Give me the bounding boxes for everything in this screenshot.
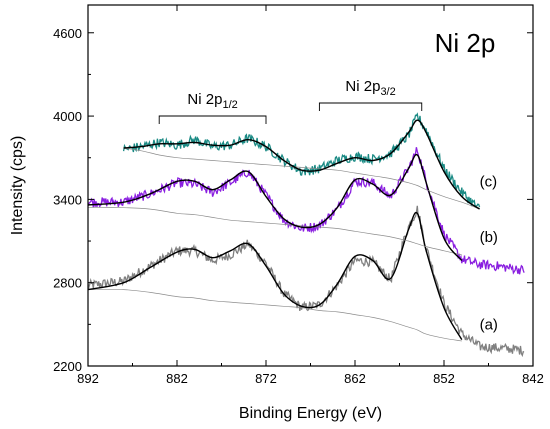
series-3-label: (c) xyxy=(480,173,498,190)
x-tick-label-3: 862 xyxy=(344,371,366,386)
series-3-data-line xyxy=(122,112,481,208)
x-tick-label-2: 872 xyxy=(255,371,277,386)
peak-label-2: Ni 2p3/2 xyxy=(345,78,395,98)
y-tick-label-0: 2200 xyxy=(53,359,82,374)
series-layer xyxy=(88,112,525,358)
annotation-layer: (a) (b) (c) Ni 2p1/2 Ni 2p3/2 xyxy=(158,78,498,333)
x-tick-label-4: 852 xyxy=(433,371,455,386)
ticks-layer: 892 882 872 862 852 842 2200 2800 3400 4000 4600 xyxy=(53,5,544,386)
y-tick-label-4: 4600 xyxy=(53,26,82,41)
series-3-fit-line xyxy=(123,119,481,210)
series-2-background-line xyxy=(88,207,462,256)
x-axis-title: Binding Energy (eV) xyxy=(239,405,382,422)
peak-annotation-1: Ni 2p1/2 xyxy=(158,91,267,124)
x-tick-label-5: 842 xyxy=(522,371,544,386)
series-1 xyxy=(88,205,525,358)
plot-frame xyxy=(87,4,534,367)
peak-label-1: Ni 2p1/2 xyxy=(187,91,237,111)
peak-bracket-1 xyxy=(158,115,267,124)
peak-annotation-2: Ni 2p3/2 xyxy=(318,78,423,111)
x-tick-label-0: 892 xyxy=(77,371,99,386)
series-2-fit-line xyxy=(88,153,463,261)
y-tick-label-2: 3400 xyxy=(53,192,82,207)
series-1-fit-line xyxy=(88,211,463,340)
peak-bracket-2 xyxy=(318,102,423,111)
y-axis-title: Intensity (cps) xyxy=(9,136,26,236)
x-tick-label-1: 882 xyxy=(166,371,188,386)
series-1-background-line xyxy=(88,289,462,342)
series-3 xyxy=(122,112,481,210)
y-tick-label-3: 4000 xyxy=(53,109,82,124)
series-2 xyxy=(88,147,525,275)
series-3-background-line xyxy=(123,147,480,210)
chart-title: Ni 2p xyxy=(435,28,496,58)
series-2-label: (b) xyxy=(480,229,498,246)
y-tick-label-1: 2800 xyxy=(53,276,82,291)
series-1-label: (a) xyxy=(480,316,498,333)
